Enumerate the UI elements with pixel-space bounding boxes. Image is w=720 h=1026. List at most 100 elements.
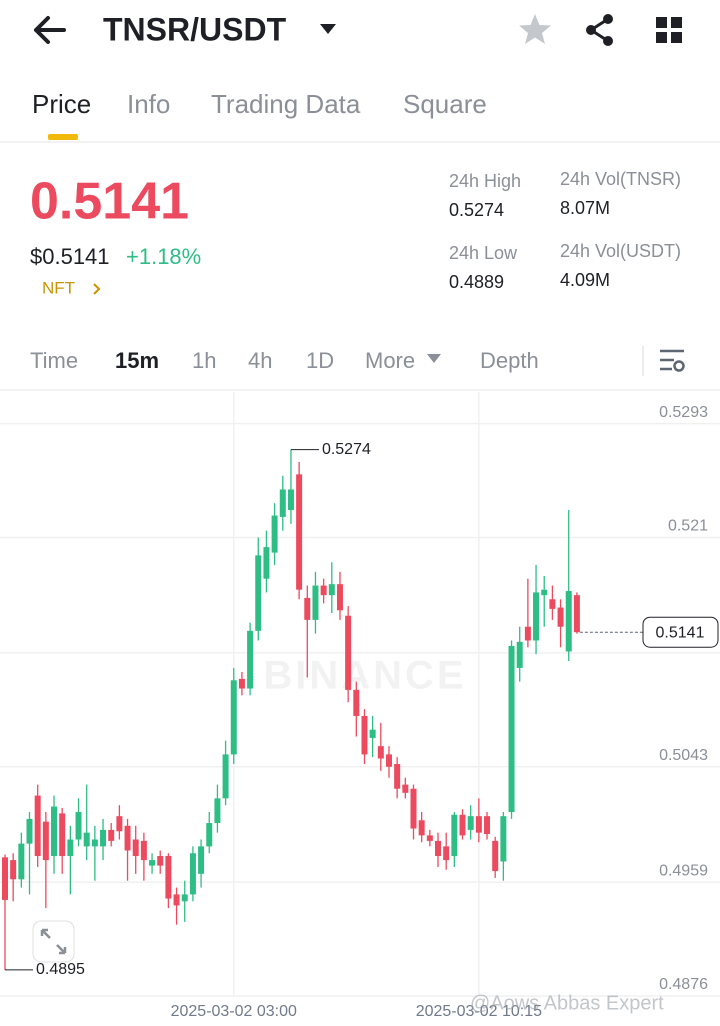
candle-body [108,829,115,841]
high-label: 0.5274 [322,441,371,458]
candle-body [132,839,139,856]
y-tick-label: 0.5043 [659,747,708,764]
chart-settings[interactable] [660,349,685,372]
candle-body [42,821,49,861]
candle-body [173,894,180,906]
stat-value: 0.4889 [449,272,504,292]
candle-body [116,816,123,832]
candle-body [34,795,41,856]
candle-body [467,816,474,830]
candle-body [312,585,319,620]
candle-body [353,689,360,716]
candlestick-chart: BINANCE0.52930.5210.51260.50430.49590.48… [0,392,720,1020]
candle-body [443,846,450,861]
candle-body [345,615,352,690]
fullscreen-button[interactable] [32,920,75,963]
tab[interactable]: Square [403,89,487,119]
candle-body [410,788,417,829]
candle-body [459,814,466,836]
candle-body [541,589,548,596]
interval-active[interactable]: 15m [115,348,159,373]
candle-body [149,860,156,866]
back-button[interactable] [34,16,66,44]
watermark: BINANCE [263,654,466,698]
candle-body [263,547,270,579]
candle-body [198,846,205,874]
candle-body [418,820,425,836]
share-button[interactable] [586,14,613,46]
tag-link[interactable]: NFT [42,278,75,297]
candle-body [2,857,8,900]
candle-body [369,729,376,738]
menu-grid[interactable] [656,17,682,43]
candle-body [328,584,335,596]
candle-body [83,832,90,847]
candle-body [484,816,491,835]
candle-body [451,814,458,856]
candle-body [230,680,237,755]
interval[interactable]: 4h [248,348,272,373]
candle-body [165,855,172,899]
stat-value: 8.07M [560,198,610,218]
x-tick-label: 2025-03-02 10:15 [416,1003,542,1020]
candle-body [320,585,327,596]
candle-body [247,630,254,689]
tab[interactable]: Info [127,89,170,119]
x-tick-label: 2025-03-02 03:00 [171,1003,297,1020]
candle-body [124,825,131,851]
interval[interactable]: 1D [306,348,334,373]
candle-body [279,489,286,517]
y-tick-label: 0.4876 [659,976,708,993]
candle-body [475,816,482,833]
interval[interactable]: 1h [192,348,216,373]
candle-body [435,840,442,856]
candle-body [508,645,515,813]
pair-dropdown[interactable] [320,24,336,34]
candle-body [75,812,82,840]
stat-label: 24h Vol(USDT) [560,241,681,261]
candle-body [100,829,107,847]
grid-cell [656,32,667,43]
interval[interactable]: Depth [480,348,539,373]
candle-body [214,798,221,824]
fullscreen-box [32,920,75,963]
candle-body [140,840,147,861]
candle-body [549,599,556,609]
settings-lines [660,349,684,371]
candle-body [157,855,164,866]
favorite-star[interactable] [519,14,551,44]
fullscreen-icon [40,928,67,955]
interval[interactable]: Time [30,348,78,373]
candle-body [394,764,401,789]
last-price-box [642,616,719,648]
last-price-tag: 0.5141 [656,624,705,641]
candle-body [402,784,409,793]
candle-body [533,592,540,641]
back-arrow [34,16,66,44]
pair-title[interactable]: TNSR/USDT [103,11,287,47]
grid-cell [656,17,667,28]
candle-body [181,894,188,902]
credit: @Aows Abbas Expert [470,992,664,1014]
candle-body [255,555,262,631]
candle-body [524,626,531,641]
candle-body [91,839,98,847]
share-lines [590,17,609,43]
candle-body [238,678,245,689]
candle-body [377,746,384,759]
candle-body [500,816,507,862]
y-tick-label: 0.521 [668,518,708,535]
stat-value: 0.5274 [449,200,504,220]
stat-value: 4.09M [560,270,610,290]
candle-body [10,860,17,880]
candle-body [18,843,25,880]
tab[interactable]: Trading Data [211,89,361,119]
interval[interactable]: More [365,348,415,373]
stat-label: 24h Vol(TNSR) [560,169,681,189]
candle-body [573,595,580,633]
candle-body [492,840,499,872]
tab-active[interactable]: Price [32,89,91,119]
stat-label: 24h Low [449,243,518,263]
